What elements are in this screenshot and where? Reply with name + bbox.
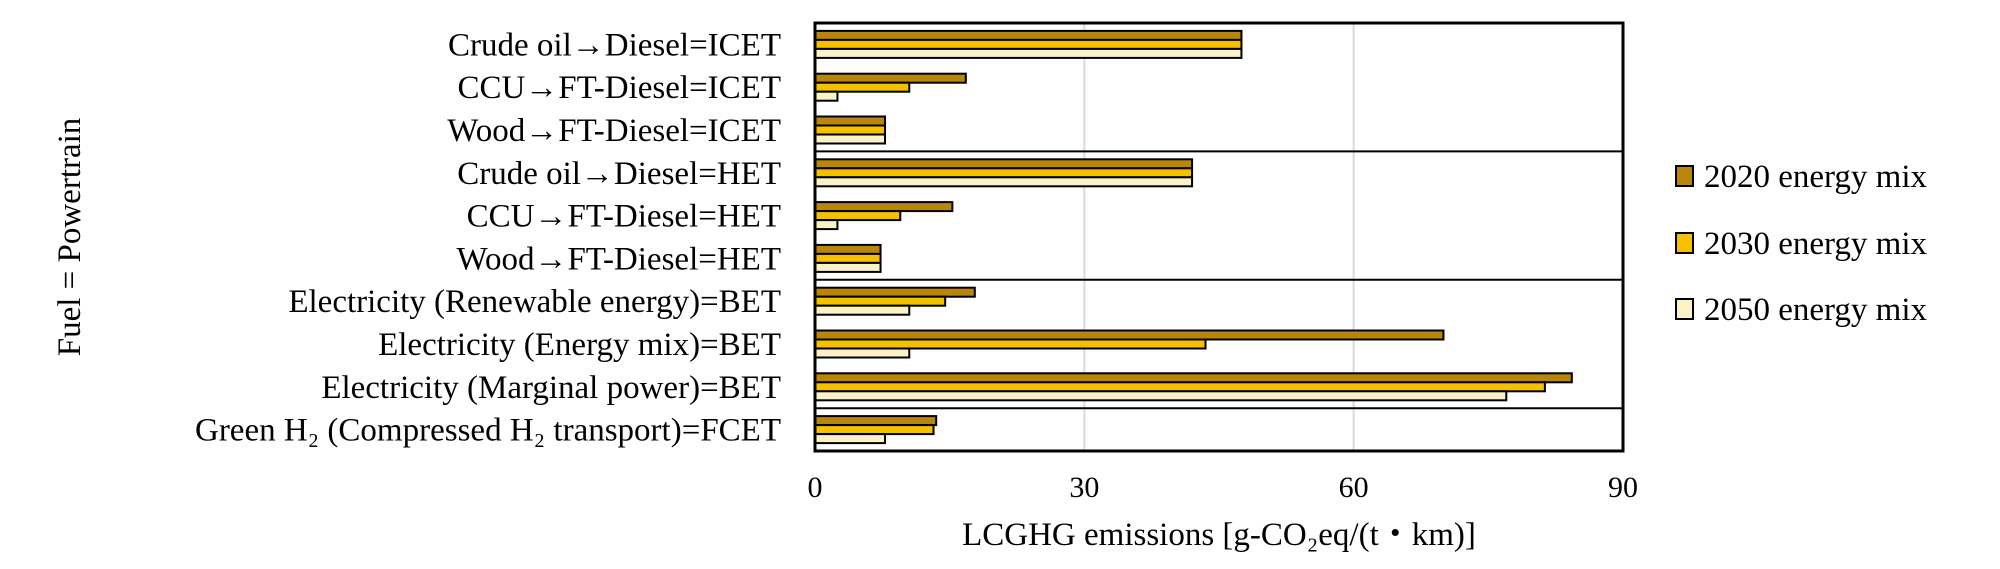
bar-2-10	[814, 424, 935, 436]
x-tick-label: 60	[1339, 471, 1369, 504]
bar-3-2	[814, 90, 839, 102]
bar-2-1	[814, 38, 1243, 50]
bar-2-3	[814, 124, 887, 136]
category-label: CCU→FT-Diesel=HET	[467, 199, 781, 235]
bar-3-7	[814, 304, 911, 316]
x-axis-title: LCGHG emissions [g-CO₂eq/(t・km)]	[962, 517, 1476, 553]
bar-1-1	[814, 29, 1243, 41]
x-tick-label: 30	[1069, 471, 1099, 504]
category-label: Crude oil→Diesel=ICET	[448, 27, 781, 63]
x-tick-label: 90	[1608, 471, 1638, 504]
plot-frame	[813, 21, 1625, 453]
bars	[814, 29, 1573, 445]
bar-1-7	[814, 286, 976, 298]
category-label: Electricity (Marginal power)=BET	[321, 370, 781, 406]
legend-label-3: 2050 energy mix	[1704, 292, 1928, 328]
bar-2-4	[814, 167, 1194, 179]
bar-2-8	[814, 338, 1207, 350]
bar-1-4	[814, 158, 1194, 170]
category-labels: Crude oil→Diesel=ICET CCU→FT-Diesel=ICET W…	[195, 27, 781, 448]
bar-2-6	[814, 252, 882, 264]
category-label: Wood→FT-Diesel=ICET	[447, 113, 781, 149]
bar-2-2	[814, 81, 911, 93]
legend-swatch-1	[1675, 165, 1694, 187]
group-separators	[815, 150, 1623, 410]
bar-2-7	[814, 295, 947, 307]
category-label: Electricity (Energy mix)=BET	[378, 327, 781, 363]
bar-3-9	[814, 390, 1508, 402]
bar-1-5	[814, 201, 954, 213]
bar-3-8	[814, 347, 911, 359]
category-label: Wood→FT-Diesel=HET	[456, 241, 781, 277]
x-tick-labels: 0 30 60 90	[808, 471, 1639, 504]
category-label: Green H₂ (Compressed H₂ transport)=FCET	[195, 413, 781, 449]
bar-1-3	[814, 115, 887, 127]
bar-1-9	[814, 372, 1573, 384]
bar-1-2	[814, 72, 967, 84]
bar-1-10	[814, 415, 938, 427]
category-label: CCU→FT-Diesel=ICET	[457, 70, 781, 106]
bar-3-1	[814, 47, 1243, 59]
x-tick-label: 0	[808, 471, 823, 504]
category-label: Electricity (Renewable energy)=BET	[288, 284, 781, 320]
bar-2-5	[814, 210, 902, 222]
legend-label-1: 2020 energy mix	[1704, 159, 1928, 195]
bar-3-3	[814, 133, 887, 145]
bar-3-4	[814, 176, 1194, 188]
category-label: Crude oil→Diesel=HET	[457, 156, 781, 192]
legend: 2020 energy mix 2030 energy mix 2050 energ…	[1675, 159, 1928, 328]
bar-3-10	[814, 433, 887, 445]
legend-label-2: 2030 energy mix	[1704, 226, 1928, 262]
legend-swatch-2	[1675, 232, 1694, 254]
bar-2-9	[814, 381, 1546, 393]
bar-3-5	[814, 219, 839, 231]
bar-1-8	[814, 329, 1445, 341]
bar-3-6	[814, 261, 882, 273]
bar-1-6	[814, 243, 882, 255]
y-axis-title: Fuel = Powertrain	[52, 118, 88, 357]
legend-swatch-3	[1675, 298, 1694, 320]
